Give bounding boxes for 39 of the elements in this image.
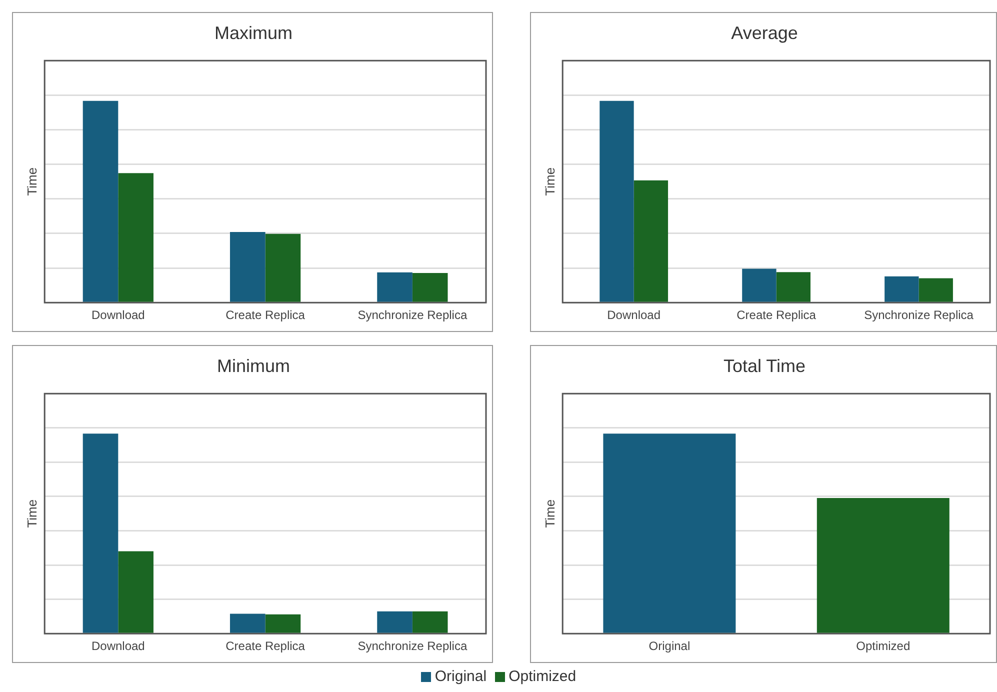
- x-tick-label: Download: [91, 639, 145, 654]
- bar: [918, 278, 953, 302]
- bar: [742, 268, 776, 302]
- bar: [412, 272, 448, 302]
- x-tick-label: Download: [607, 308, 661, 322]
- chart-title: Maximum: [214, 22, 293, 43]
- x-tick-label: Synchronize Replica: [864, 308, 974, 322]
- bar: [118, 551, 154, 633]
- chart-title: Minimum: [216, 356, 290, 376]
- bar: [82, 434, 118, 633]
- bar: [412, 611, 448, 633]
- bar: [776, 272, 810, 302]
- bar: [884, 276, 919, 302]
- x-tick-label: Optimized: [856, 639, 910, 654]
- x-tick-label: Create Replica: [226, 308, 306, 322]
- x-tick-label: Original: [648, 639, 690, 654]
- bar: [230, 232, 266, 302]
- x-tick-label: Create Replica: [226, 639, 306, 654]
- bar: [230, 614, 266, 633]
- y-axis-title: Time: [24, 167, 40, 196]
- legend-label: Original: [434, 668, 487, 685]
- bar: [634, 180, 668, 302]
- bar: [265, 614, 301, 633]
- bar: [377, 272, 412, 302]
- y-axis-title: Time: [542, 499, 558, 528]
- bar: [118, 173, 154, 302]
- legend-label: Optimized: [508, 668, 576, 685]
- bar: [377, 611, 412, 633]
- y-axis-title: Time: [24, 499, 40, 528]
- x-tick-label: Synchronize Replica: [358, 639, 468, 654]
- chart-title: Total Time: [723, 356, 806, 376]
- bar: [82, 100, 118, 302]
- y-axis-title: Time: [542, 167, 558, 196]
- bar: [265, 234, 301, 302]
- x-tick-label: Create Replica: [736, 308, 816, 322]
- x-tick-label: Synchronize Replica: [358, 308, 468, 322]
- x-tick-label: Download: [91, 308, 145, 322]
- bar: [600, 100, 634, 302]
- chart-title: Average: [731, 22, 798, 43]
